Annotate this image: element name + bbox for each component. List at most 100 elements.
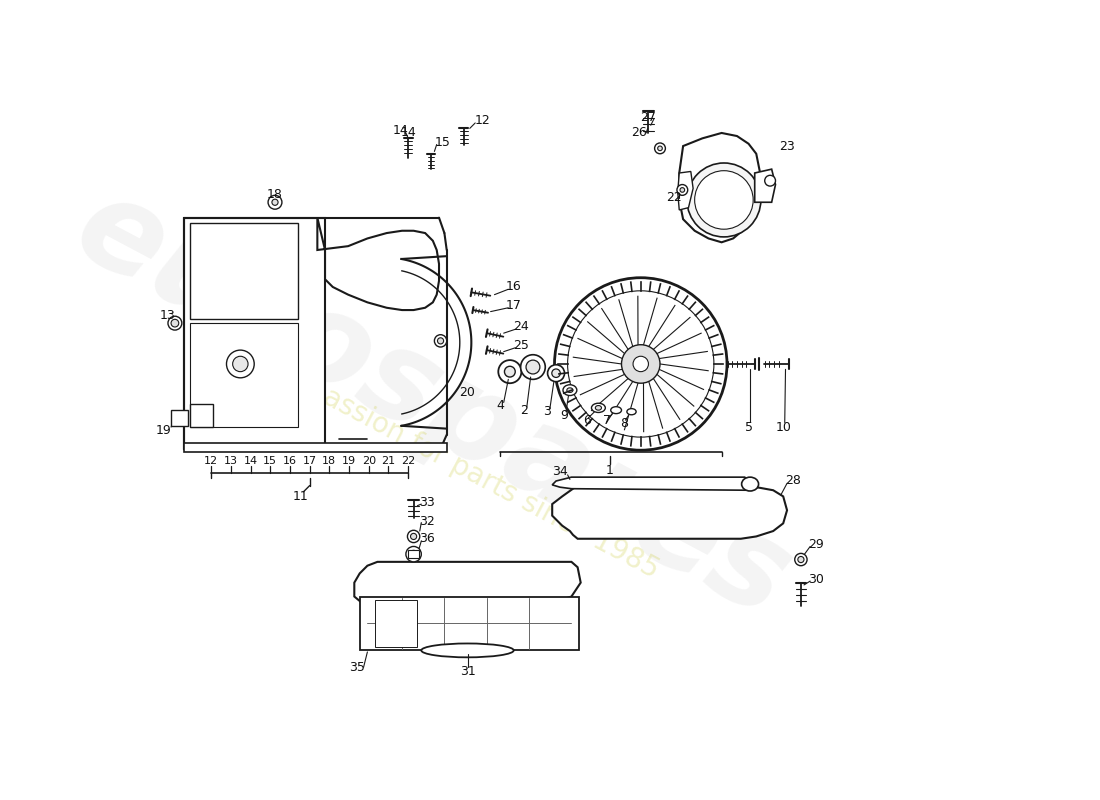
Polygon shape <box>184 442 447 452</box>
Circle shape <box>798 557 804 562</box>
Text: 16: 16 <box>506 281 521 294</box>
Ellipse shape <box>627 409 636 414</box>
Circle shape <box>764 175 776 186</box>
Circle shape <box>568 291 714 437</box>
Ellipse shape <box>592 403 605 413</box>
Circle shape <box>406 546 421 562</box>
Ellipse shape <box>741 477 759 491</box>
Text: 2: 2 <box>520 404 528 417</box>
Text: 22: 22 <box>402 456 416 466</box>
Ellipse shape <box>595 406 602 410</box>
Circle shape <box>410 534 417 539</box>
Text: 27: 27 <box>640 111 657 124</box>
Text: 19: 19 <box>342 456 356 466</box>
Ellipse shape <box>563 385 576 395</box>
Text: 14: 14 <box>400 126 416 139</box>
Text: 19: 19 <box>155 425 172 438</box>
Polygon shape <box>680 133 760 242</box>
Circle shape <box>233 356 249 372</box>
Text: 6: 6 <box>583 414 591 427</box>
Text: 34: 34 <box>552 466 568 478</box>
Text: 15: 15 <box>434 136 451 149</box>
Circle shape <box>438 338 443 344</box>
Text: 10: 10 <box>776 421 791 434</box>
Text: 29: 29 <box>808 538 824 550</box>
Text: 25: 25 <box>514 339 529 352</box>
Polygon shape <box>552 477 752 490</box>
Text: 4: 4 <box>497 399 505 412</box>
Text: 17: 17 <box>506 299 521 312</box>
Text: 1: 1 <box>606 464 614 477</box>
Circle shape <box>268 195 282 209</box>
Text: 31: 31 <box>460 666 475 678</box>
Circle shape <box>172 319 178 327</box>
Text: 7: 7 <box>603 414 611 427</box>
Polygon shape <box>408 550 419 558</box>
Ellipse shape <box>552 369 560 378</box>
Text: 36: 36 <box>419 532 435 546</box>
Circle shape <box>634 356 649 372</box>
Polygon shape <box>375 600 418 646</box>
Polygon shape <box>552 485 788 538</box>
Ellipse shape <box>505 366 515 377</box>
Circle shape <box>695 170 754 230</box>
Text: 22: 22 <box>666 191 682 204</box>
Text: 15: 15 <box>263 456 277 466</box>
Polygon shape <box>360 597 580 650</box>
Text: eurospares: eurospares <box>56 165 810 643</box>
Circle shape <box>794 554 807 566</box>
Text: 20: 20 <box>362 456 376 466</box>
Text: 14: 14 <box>243 456 257 466</box>
Polygon shape <box>190 223 298 319</box>
Text: 35: 35 <box>350 661 365 674</box>
Polygon shape <box>318 218 439 310</box>
Polygon shape <box>172 410 188 426</box>
Circle shape <box>409 550 418 558</box>
Circle shape <box>272 199 278 206</box>
Text: 21: 21 <box>382 456 396 466</box>
Circle shape <box>407 530 420 542</box>
Circle shape <box>434 334 447 347</box>
Ellipse shape <box>610 406 621 414</box>
Text: 32: 32 <box>419 514 435 527</box>
Ellipse shape <box>566 388 573 393</box>
Circle shape <box>168 316 182 330</box>
Text: 30: 30 <box>808 573 824 586</box>
Circle shape <box>654 143 666 154</box>
Text: 12: 12 <box>475 114 491 127</box>
Polygon shape <box>678 171 693 210</box>
Text: 8: 8 <box>619 417 628 430</box>
Text: 20: 20 <box>460 386 475 399</box>
Ellipse shape <box>421 643 514 658</box>
Ellipse shape <box>498 360 521 383</box>
Polygon shape <box>354 562 581 604</box>
Ellipse shape <box>526 360 540 374</box>
Text: 9: 9 <box>560 409 568 422</box>
Ellipse shape <box>520 354 546 379</box>
Text: 16: 16 <box>283 456 297 466</box>
Circle shape <box>680 188 684 192</box>
Text: 33: 33 <box>419 496 435 509</box>
Text: 3: 3 <box>543 405 551 418</box>
Circle shape <box>554 278 727 450</box>
Text: 11: 11 <box>293 490 308 503</box>
Text: 18: 18 <box>267 188 283 201</box>
Text: 28: 28 <box>785 474 801 487</box>
Text: 14: 14 <box>393 124 408 137</box>
Text: 17: 17 <box>302 456 317 466</box>
Circle shape <box>686 163 761 237</box>
Text: 26: 26 <box>631 126 647 139</box>
Text: 12: 12 <box>204 456 218 466</box>
Polygon shape <box>184 218 326 449</box>
Circle shape <box>676 185 688 195</box>
Text: a passion for parts since 1985: a passion for parts since 1985 <box>279 362 663 584</box>
Circle shape <box>621 345 660 383</box>
Polygon shape <box>190 404 213 427</box>
Circle shape <box>658 146 662 150</box>
Text: 23: 23 <box>779 139 795 153</box>
Text: 5: 5 <box>745 421 752 434</box>
Polygon shape <box>755 169 775 202</box>
Text: 13: 13 <box>223 456 238 466</box>
Text: 13: 13 <box>160 309 175 322</box>
Ellipse shape <box>548 365 564 382</box>
